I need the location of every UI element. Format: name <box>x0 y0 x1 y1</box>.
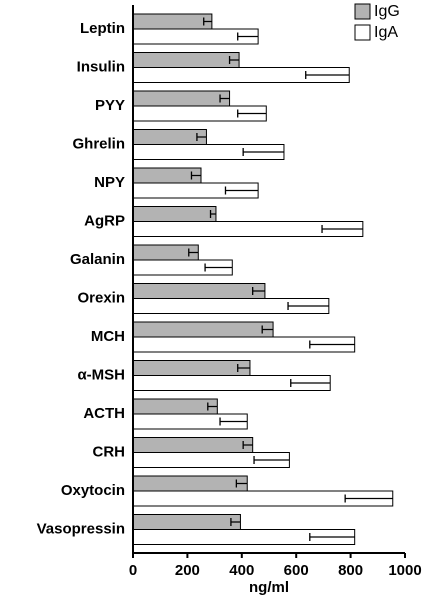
x-tick-label: 600 <box>284 562 309 579</box>
category-label: Vasopressin <box>37 520 125 537</box>
error-bar <box>219 94 230 103</box>
bar <box>132 514 241 530</box>
error-bar <box>230 518 241 526</box>
category-label: Orexin <box>77 289 125 306</box>
x-tick-label: 1000 <box>388 562 421 579</box>
bar <box>132 437 254 453</box>
bar <box>132 167 202 184</box>
error-bar <box>321 225 363 233</box>
error-bar <box>344 494 393 503</box>
error-bar <box>261 325 274 334</box>
legend-swatch <box>354 24 371 41</box>
error-bar <box>237 109 267 118</box>
error-bar <box>188 248 199 257</box>
bar <box>132 206 217 222</box>
bar <box>132 321 274 338</box>
error-bar <box>253 456 290 464</box>
category-label: α-MSH <box>77 366 125 383</box>
error-bar <box>252 287 265 295</box>
bar <box>132 360 251 376</box>
error-bar <box>235 479 248 488</box>
category-label: ACTH <box>83 405 125 422</box>
error-bar <box>305 71 350 79</box>
category-label: Oxytocin <box>61 482 125 499</box>
bar <box>132 52 240 68</box>
bar <box>132 283 266 299</box>
error-bar <box>309 340 355 349</box>
bar <box>132 90 231 107</box>
category-label: AgRP <box>84 212 125 229</box>
bar <box>132 398 218 415</box>
error-bar <box>237 364 250 372</box>
bar <box>132 475 248 492</box>
error-bar <box>237 32 259 41</box>
category-label: CRH <box>93 443 126 460</box>
x-tick-label: 0 <box>129 562 137 579</box>
error-bar <box>287 302 329 310</box>
category-label: Ghrelin <box>72 135 125 152</box>
error-bar <box>209 210 216 218</box>
error-bar <box>219 417 248 426</box>
error-bar <box>203 17 212 26</box>
category-label: NPY <box>94 174 125 191</box>
error-bar <box>309 533 355 541</box>
x-tick-label: 400 <box>229 562 254 579</box>
category-label: MCH <box>91 328 125 345</box>
legend-label: IgG <box>374 3 400 20</box>
error-bar <box>204 263 233 272</box>
error-bar <box>242 148 284 156</box>
bar <box>132 13 213 30</box>
error-bar <box>224 186 259 195</box>
error-bar <box>242 441 253 449</box>
error-bar <box>196 133 207 141</box>
error-bar <box>290 379 331 387</box>
category-label: Leptin <box>80 20 125 37</box>
bar <box>132 129 207 145</box>
error-bar <box>207 402 218 411</box>
category-label: Galanin <box>70 251 125 268</box>
error-bar <box>228 56 240 64</box>
x-axis-label: ng/ml <box>249 579 289 596</box>
category-label: PYY <box>95 97 125 114</box>
category-label: Insulin <box>77 58 125 75</box>
x-tick-label: 800 <box>338 562 363 579</box>
x-tick-label: 200 <box>175 562 200 579</box>
legend-label: IgA <box>374 24 398 41</box>
error-bar <box>190 171 201 180</box>
legend-swatch <box>354 3 371 20</box>
